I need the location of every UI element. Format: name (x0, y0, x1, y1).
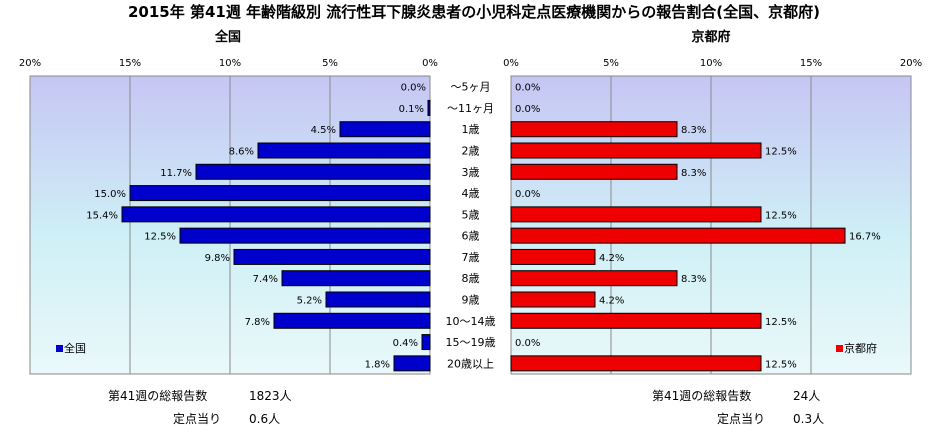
left-tick-label: 10% (219, 58, 241, 69)
left-legend-swatch (56, 345, 63, 352)
right-tick-label: 10% (700, 58, 722, 69)
left-value-label: 15.0% (94, 189, 126, 200)
left-legend-label: 全国 (64, 341, 86, 355)
left-bar (339, 121, 431, 138)
right-legend-swatch (836, 345, 843, 352)
right-total-label: 第41週の総報告数 (652, 389, 752, 403)
right-per-site-value: 0.3人 (793, 412, 825, 426)
category-label: 9歳 (462, 294, 480, 307)
right-tick-label: 5% (603, 58, 619, 69)
left-tick-label: 0% (422, 58, 438, 69)
right-bar (510, 142, 762, 159)
left-bar (121, 206, 431, 223)
category-label: 6歳 (462, 230, 480, 243)
left-bar (179, 227, 431, 244)
left-total-label: 第41週の総報告数 (108, 389, 208, 403)
right-bar (510, 206, 762, 223)
left-value-label: 0.4% (393, 338, 418, 349)
right-value-label: 8.3% (681, 125, 706, 136)
left-bar (427, 99, 431, 116)
left-bar (421, 334, 431, 351)
left-value-label: 12.5% (144, 232, 176, 243)
right-value-label: 0.0% (515, 189, 540, 200)
right-bar (510, 312, 762, 329)
left-value-label: 0.0% (401, 83, 426, 94)
category-label: 15～19歳 (446, 336, 496, 349)
right-value-label: 12.5% (765, 317, 797, 328)
left-tick-label: 5% (322, 58, 338, 69)
right-bar (510, 227, 846, 244)
right-bar (510, 291, 596, 308)
left-tick-label: 20% (19, 58, 41, 69)
left-bar (273, 312, 431, 329)
category-label: ～5ヶ月 (451, 81, 491, 94)
right-value-label: 0.0% (515, 104, 540, 115)
left-bar (129, 185, 431, 202)
right-value-label: 12.5% (765, 210, 797, 221)
right-value-label: 8.3% (681, 274, 706, 285)
left-bar (257, 142, 431, 159)
left-bar (325, 291, 431, 308)
category-label: 20歳以上 (447, 357, 494, 370)
category-label: 2歳 (462, 145, 480, 158)
left-value-label: 15.4% (86, 210, 118, 221)
left-bar (393, 355, 431, 372)
right-per-site-label: 定点当り (717, 412, 766, 426)
chart-title: 2015年 第41週 年齢階級別 流行性耳下腺炎患者の小児科定点医療機関からの報… (128, 3, 820, 21)
left-value-label: 5.2% (297, 296, 322, 307)
right-bar (510, 248, 596, 265)
right-value-label: 0.0% (515, 83, 540, 94)
left-value-label: 7.4% (253, 274, 278, 285)
right-tick-label: 0% (503, 58, 519, 69)
right-bar (510, 270, 678, 287)
right-value-label: 4.2% (599, 296, 624, 307)
left-tick-label: 15% (119, 58, 141, 69)
category-label: 5歳 (462, 208, 480, 221)
right-tick-label: 20% (900, 58, 922, 69)
left-value-label: 8.6% (229, 147, 254, 158)
right-value-label: 16.7% (849, 232, 881, 243)
right-bar (510, 355, 762, 372)
category-label: 4歳 (462, 187, 480, 200)
right-total-value: 24人 (793, 389, 821, 403)
category-label: 10～14歳 (446, 315, 496, 328)
left-bar (195, 163, 431, 180)
left-panel-title: 全国 (214, 29, 241, 45)
left-value-label: 11.7% (160, 168, 192, 179)
left-per-site-value: 0.6人 (249, 412, 281, 426)
left-value-label: 4.5% (311, 125, 336, 136)
right-value-label: 8.3% (681, 168, 706, 179)
left-bar (281, 270, 431, 287)
right-panel-title: 京都府 (691, 29, 730, 45)
category-label: 3歳 (462, 166, 480, 179)
right-bar (510, 121, 678, 138)
right-value-label: 12.5% (765, 359, 797, 370)
category-label: 1歳 (462, 123, 480, 136)
right-bar (510, 163, 678, 180)
left-value-label: 9.8% (205, 253, 230, 264)
left-value-label: 7.8% (245, 317, 270, 328)
right-value-label: 12.5% (765, 147, 797, 158)
left-per-site-label: 定点当り (173, 412, 222, 426)
right-value-label: 4.2% (599, 253, 624, 264)
left-value-label: 1.8% (365, 359, 390, 370)
right-legend-label: 京都府 (844, 341, 877, 355)
left-total-value: 1823人 (249, 389, 292, 403)
category-label: 7歳 (462, 251, 480, 264)
left-bar (233, 248, 431, 265)
category-label: ～11ヶ月 (447, 102, 494, 115)
right-value-label: 0.0% (515, 338, 540, 349)
left-value-label: 0.1% (399, 104, 424, 115)
category-label: 8歳 (462, 272, 480, 285)
right-tick-label: 15% (800, 58, 822, 69)
